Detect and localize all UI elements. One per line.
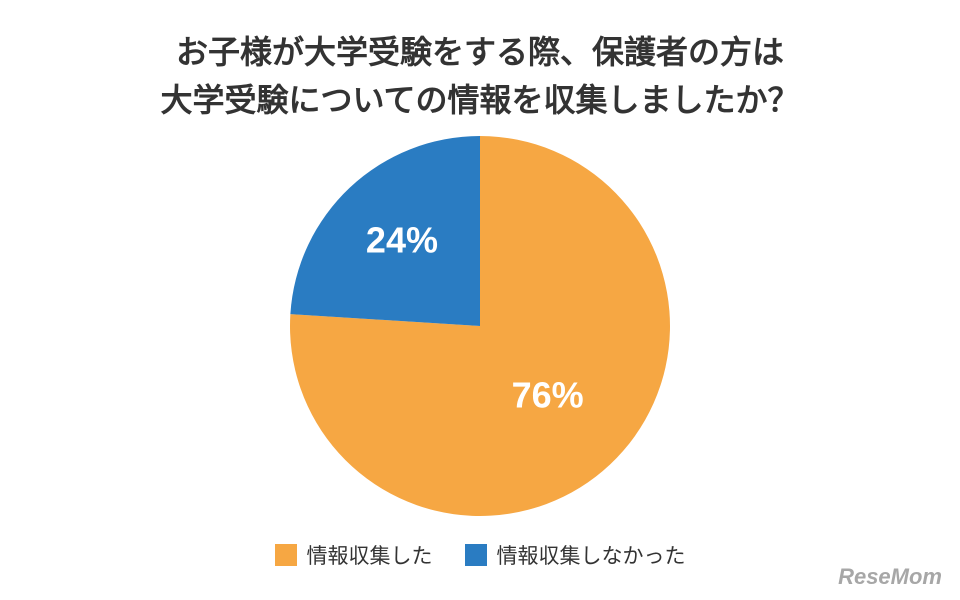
legend-swatch-collected — [274, 544, 297, 566]
legend-item-not-collected: 情報収集しなかった — [464, 540, 686, 570]
pie-label-not-collected: 24% — [366, 219, 438, 260]
legend-item-collected: 情報収集した — [274, 540, 433, 570]
pie-slice-not-collected — [290, 136, 480, 326]
legend: 情報収集した 情報収集しなかった — [0, 540, 960, 570]
chart-title-line-2: 大学受験についての情報を収集しましたか？ — [160, 81, 800, 119]
legend-swatch-not-collected — [464, 544, 487, 566]
chart-title: お子様が大学受験をする際、保護者の方は 大学受験についての情報を収集しましたか？ — [0, 28, 960, 124]
chart-title-line-1: お子様が大学受験をする際、保護者の方は — [175, 33, 784, 71]
legend-label-collected: 情報収集した — [306, 544, 433, 568]
resemom-logo: ReseMom — [838, 564, 942, 589]
legend-label-not-collected: 情報収集しなかった — [496, 544, 686, 568]
pie-label-collected: 76% — [512, 375, 584, 416]
